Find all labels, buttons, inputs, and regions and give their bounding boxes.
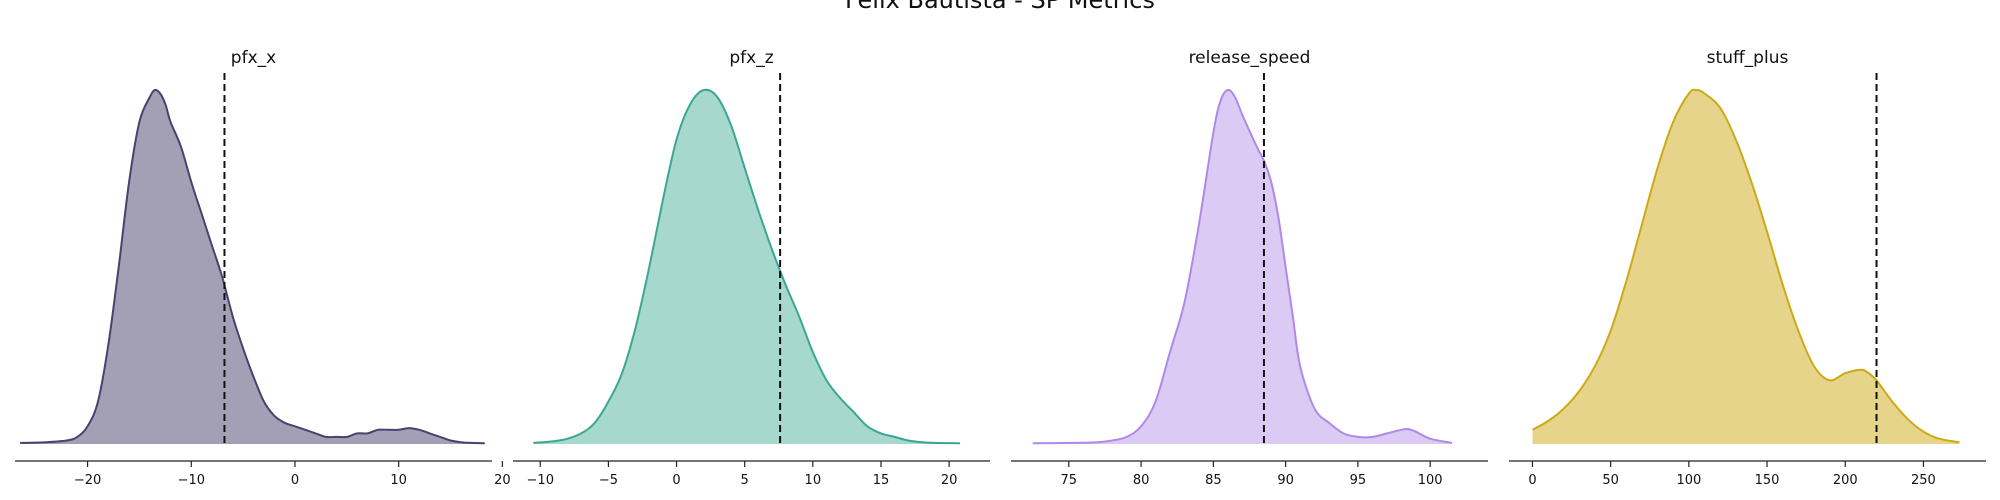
x-tick-label: 250	[1911, 473, 1936, 488]
x-tick-label: 10	[805, 473, 822, 488]
x-tick-label: 150	[1755, 473, 1780, 488]
x-tick-label: 0	[672, 473, 680, 488]
panel-title: pfx_z	[729, 48, 773, 68]
density-area	[1532, 89, 1960, 444]
panel-title: pfx_x	[231, 48, 276, 68]
x-tick-label: 50	[1602, 473, 1619, 488]
x-tick-label: −10	[178, 473, 205, 488]
density-line	[20, 88, 485, 445]
x-tick-label: 10	[390, 473, 407, 488]
chart-title: Felix Bautista - SP Metrics	[845, 0, 1155, 14]
x-tick-label: 75	[1061, 473, 1078, 488]
chart-panels: pfx_x −20 −10 0 10 20 pfx_z −10 −5 0 5 10 15 20 releas…	[15, 48, 1986, 488]
x-tick-label: 100	[1676, 473, 1701, 488]
x-tick-label: 0	[291, 473, 299, 488]
x-tick-label: 200	[1833, 473, 1858, 488]
x-tick-label: 20	[494, 473, 511, 488]
x-tick-label: 95	[1350, 473, 1367, 488]
density-line	[1032, 88, 1453, 445]
density-area	[1032, 89, 1452, 445]
density-line	[533, 88, 961, 445]
density-line	[1532, 88, 1960, 444]
x-tick-label: −5	[599, 473, 618, 488]
x-tick-label: 90	[1277, 473, 1294, 488]
chart-panel-pfx-x: pfx_x −20 −10 0 10 20	[15, 48, 511, 488]
x-tick-label: −10	[527, 473, 554, 488]
x-tick-label: −20	[74, 473, 101, 488]
chart-panel-pfx-z: pfx_z −10 −5 0 5 10 15 20	[513, 48, 990, 488]
x-tick-label: 80	[1133, 473, 1150, 488]
chart-panel-release-speed: release_speed 75 80 85 90 95 100	[1011, 48, 1488, 488]
density-area	[533, 89, 960, 445]
chart-panel-stuff-plus: stuff_plus 0 50 100 150 200 250	[1509, 48, 1986, 488]
panel-title: stuff_plus	[1707, 48, 1789, 68]
x-tick-label: 0	[1528, 473, 1536, 488]
density-area	[20, 89, 485, 444]
x-tick-label: 20	[941, 473, 958, 488]
panel-title: release_speed	[1189, 48, 1311, 68]
x-tick-label: 15	[873, 473, 890, 488]
x-tick-label: 85	[1205, 473, 1222, 488]
x-tick-label: 5	[741, 473, 749, 488]
x-tick-label: 100	[1418, 473, 1443, 488]
